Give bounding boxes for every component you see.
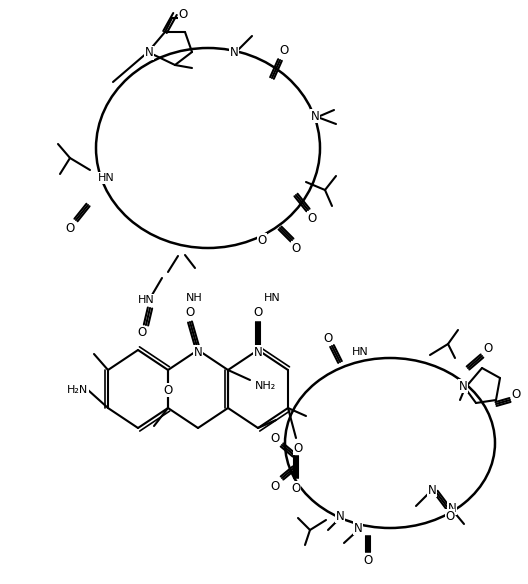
Text: O: O — [363, 554, 373, 566]
Text: H₂N: H₂N — [68, 385, 89, 395]
Text: O: O — [270, 479, 280, 492]
Text: NH₂: NH₂ — [256, 381, 277, 391]
Text: N: N — [253, 346, 262, 359]
Text: HN: HN — [352, 347, 369, 357]
Text: O: O — [483, 342, 493, 354]
Text: N: N — [354, 522, 362, 534]
Text: O: O — [163, 384, 173, 397]
Text: N: N — [230, 46, 238, 58]
Text: O: O — [512, 388, 521, 401]
Text: N: N — [459, 380, 467, 392]
Text: O: O — [253, 305, 262, 318]
Text: O: O — [279, 43, 289, 57]
Text: O: O — [178, 8, 187, 20]
Text: N: N — [310, 110, 319, 123]
Text: HN: HN — [263, 293, 280, 303]
Text: O: O — [257, 234, 267, 246]
Text: HN: HN — [98, 173, 115, 183]
Text: O: O — [185, 305, 195, 318]
Text: HN: HN — [138, 295, 154, 305]
Text: O: O — [291, 242, 300, 255]
Text: O: O — [65, 221, 74, 235]
Text: N: N — [194, 346, 202, 359]
Text: O: O — [307, 211, 317, 224]
Text: N: N — [448, 502, 456, 515]
Text: N: N — [336, 509, 344, 523]
Text: O: O — [270, 432, 280, 444]
Text: O: O — [323, 332, 333, 345]
Text: N: N — [145, 47, 153, 60]
Text: O: O — [294, 442, 303, 454]
Text: NH: NH — [186, 293, 202, 303]
Text: O: O — [446, 509, 455, 523]
Text: N: N — [428, 484, 436, 496]
Text: O: O — [291, 481, 300, 495]
Text: O: O — [137, 326, 147, 339]
